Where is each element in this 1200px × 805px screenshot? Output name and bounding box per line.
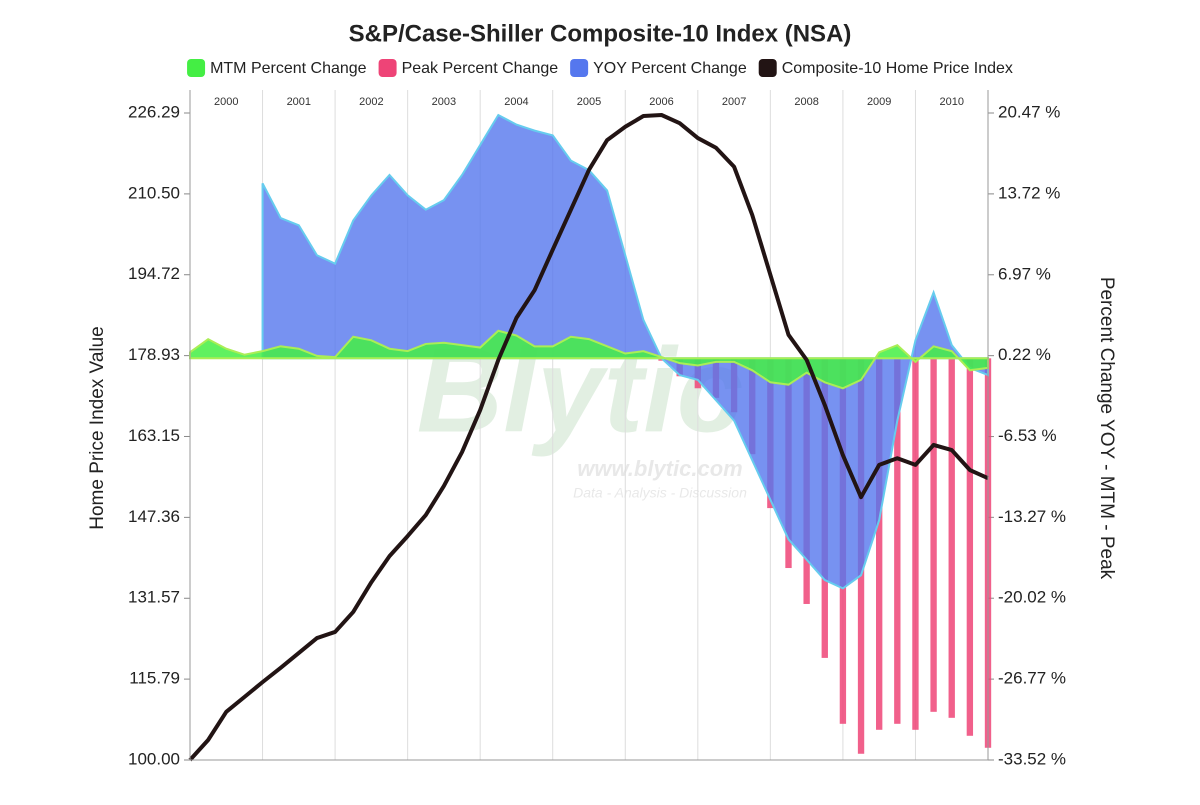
watermark-tagline: Data - Analysis - Discussion [573,485,747,501]
watermark-url: www.blytic.com [577,456,742,481]
legend-swatch [187,59,206,77]
y2-tick-label: -26.77 % [998,669,1066,688]
y2-tick-label: -20.02 % [998,588,1066,607]
y-tick-label: 131.57 [128,588,180,607]
bar [930,358,937,712]
y2-tick-label: 0.22 % [998,345,1051,364]
legend-label: Peak Percent Change [402,60,559,77]
y-tick-label: 226.29 [128,102,180,121]
y2-tick-label: -13.27 % [998,507,1066,526]
area [189,329,989,390]
bar [948,358,955,718]
legend-label: MTM Percent Change [210,60,367,77]
bar [912,358,919,730]
legend-swatch [570,59,589,77]
legend: MTM Percent Change Peak Percent Change YOY… [187,59,1013,77]
line [188,112,989,762]
x-tick-label: 2005 [577,96,601,108]
area [261,113,989,590]
x-tick-label: 2002 [359,96,383,108]
legend-swatch [758,59,777,77]
y2-tick-label: 6.97 % [998,264,1051,283]
y-tick-label: 210.50 [128,183,180,202]
y-tick-label: 147.36 [128,507,180,526]
y2-tick-label: 13.72 % [998,183,1060,202]
x-tick-label: 2009 [867,96,891,108]
x-tick-label: 2007 [722,96,746,108]
y2-tick-label: -33.52 % [998,749,1066,768]
y-tick-label: 194.72 [128,264,180,283]
y2-tick-label: -6.53 % [998,426,1057,445]
legend-swatch [378,59,397,77]
x-tick-label: 2010 [939,96,963,108]
chart-title: S&P/Case-Shiller Composite-10 Index (NSA… [349,20,852,47]
x-tick-label: 2000 [214,96,238,108]
bar [876,358,883,730]
y-tick-label: 115.79 [129,669,180,688]
y-axis-title: Home Price Index Value [87,326,108,529]
legend-label: Composite-10 Home Price Index [782,60,1013,77]
x-tick-label: 2006 [649,96,673,108]
y2-tick-label: 20.47 % [998,102,1060,121]
y-tick-label: 178.93 [128,345,180,364]
x-tick-label: 2008 [794,96,818,108]
x-tick-label: 2003 [432,96,456,108]
y2-axis-title: Percent Change YOY - MTM - Peak [1096,277,1117,580]
bar [894,358,901,724]
bar [966,358,974,736]
legend-label: YOY Percent Change [593,60,747,77]
x-tick-label: 2004 [504,96,528,108]
x-tick-label: 2001 [287,96,311,108]
y-tick-label: 163.15 [128,426,180,445]
y-tick-label: 100.00 [128,749,180,768]
